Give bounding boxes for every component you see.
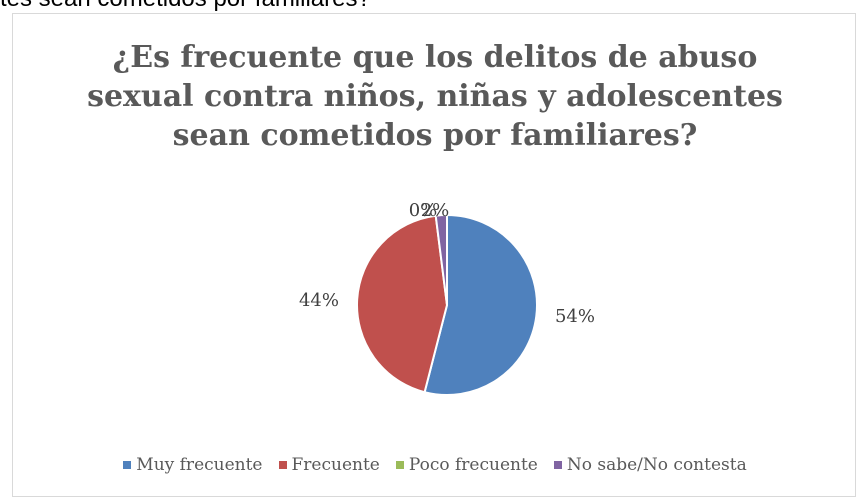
legend-item-frecuente: Frecuente <box>278 455 380 475</box>
legend-item-muy-frecuente: Muy frecuente <box>123 455 263 475</box>
legend-swatch-no-sabe <box>553 461 562 469</box>
legend-item-poco-frecuente: Poco frecuente <box>395 455 538 475</box>
legend-swatch-poco-frecuente <box>395 461 404 469</box>
data-label-poco-frecuente: 0% <box>409 200 438 221</box>
chart-frame: ¿Es frecuente que los delitos de abuso s… <box>12 13 856 497</box>
data-label-frecuente: 44% <box>299 290 339 311</box>
data-label-no-sabe: 2% <box>421 200 450 221</box>
legend-label-no-sabe: No sabe/No contesta <box>566 455 747 475</box>
pie-slice-frecuente <box>356 214 449 394</box>
document-caption: tes sean cometidos por familiares? <box>0 0 862 12</box>
chart-title-line-3: sean cometidos por familiares? <box>172 118 698 153</box>
chart-title-line-2: sexual contra niños, niñas y adolescente… <box>87 79 783 114</box>
chart-title: ¿Es frecuente que los delitos de abuso s… <box>13 38 857 155</box>
chart-legend: Muy frecuente Frecuente Poco frecuente N… <box>13 455 857 475</box>
legend-swatch-frecuente <box>278 461 287 469</box>
legend-label-poco-frecuente: Poco frecuente <box>408 455 538 475</box>
pie-slice-no-sabe <box>434 213 448 306</box>
legend-item-no-sabe: No sabe/No contesta <box>553 455 747 475</box>
pie-slice-muy-frecuente <box>423 213 539 396</box>
legend-label-muy-frecuente: Muy frecuente <box>136 455 263 475</box>
chart-title-line-1: ¿Es frecuente que los delitos de abuso <box>112 40 758 75</box>
data-label-muy-frecuente: 54% <box>555 306 595 327</box>
legend-swatch-muy-frecuente <box>123 461 132 469</box>
pie-chart: 54% 44% 0%2% <box>299 200 595 396</box>
legend-label-frecuente: Frecuente <box>291 455 380 475</box>
